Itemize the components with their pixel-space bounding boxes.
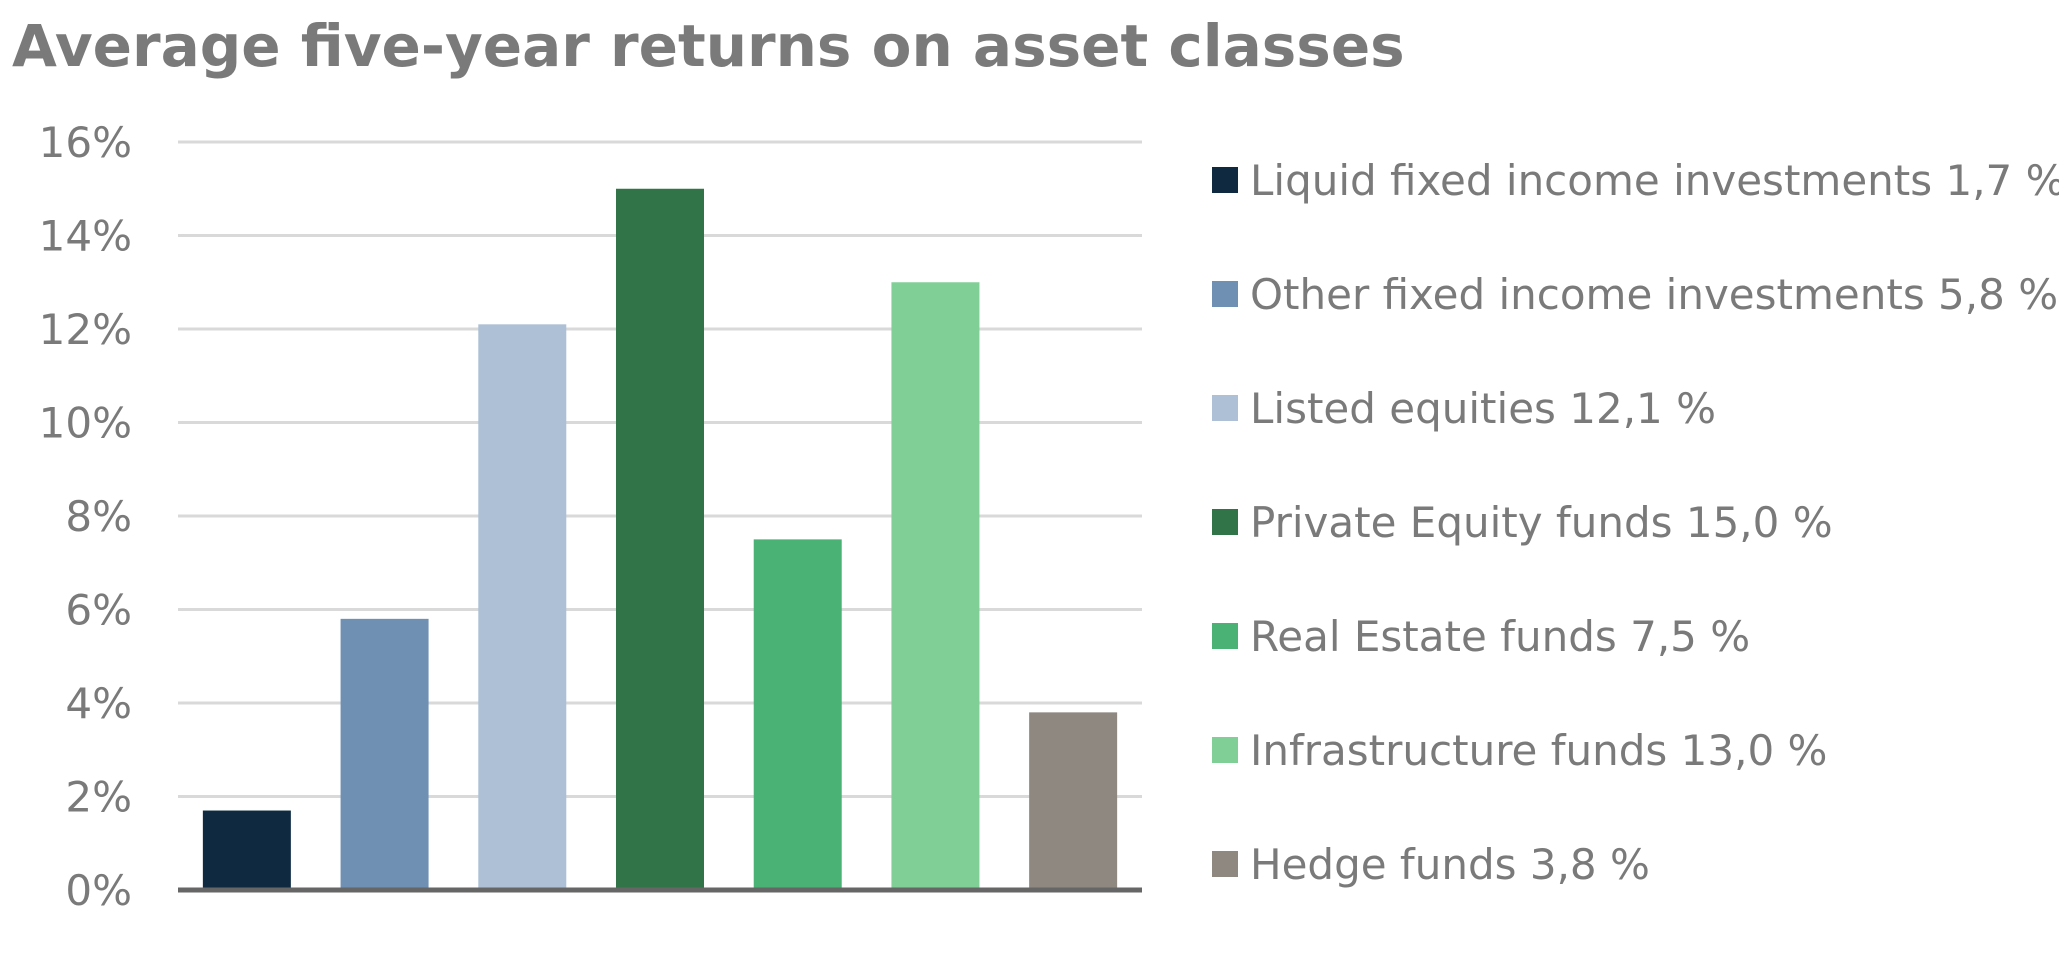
bar-1: [202, 810, 291, 890]
bar-6: [891, 282, 980, 890]
y-tick-label: 14%: [39, 212, 132, 261]
legend-label: Listed equities 12,1 %: [1250, 384, 1716, 433]
bars: [202, 188, 1118, 890]
y-tick-label: 12%: [39, 305, 132, 354]
y-tick-label: 16%: [39, 118, 132, 167]
legend-label: Private Equity funds 15,0 %: [1250, 498, 1833, 547]
chart-title: Average five-year returns on asset class…: [12, 12, 1405, 80]
y-tick-label: 8%: [65, 492, 132, 541]
legend-swatch: [1212, 737, 1238, 763]
legend-swatch: [1212, 623, 1238, 649]
legend-swatch: [1212, 395, 1238, 421]
y-tick-label: 2%: [65, 773, 132, 822]
bar-7: [1029, 712, 1118, 890]
bar-3: [478, 324, 567, 890]
legend-swatch: [1212, 851, 1238, 877]
y-tick-labels: 0% 2% 4% 6% 8% 10% 12% 14% 16%: [39, 118, 132, 915]
legend-label: Liquid fixed income investments 1,7 %: [1250, 156, 2059, 205]
y-tick-label: 0%: [65, 866, 132, 915]
legend-label: Hedge funds 3,8 %: [1250, 840, 1650, 889]
legend-label: Infrastructure funds 13,0 %: [1250, 726, 1827, 775]
y-tick-label: 10%: [39, 399, 132, 448]
legend-swatch: [1212, 509, 1238, 535]
legend-label: Other fixed income investments 5,8 %: [1250, 270, 2058, 319]
legend-swatch: [1212, 167, 1238, 193]
y-tick-label: 6%: [65, 586, 132, 635]
legend: Liquid fixed income investments 1,7 % Oth…: [1212, 156, 2059, 889]
y-tick-label: 4%: [65, 679, 132, 728]
bar-5: [753, 539, 842, 890]
bar-2: [340, 618, 429, 890]
legend-swatch: [1212, 281, 1238, 307]
bar-4: [616, 188, 704, 890]
legend-label: Real Estate funds 7,5 %: [1250, 612, 1750, 661]
